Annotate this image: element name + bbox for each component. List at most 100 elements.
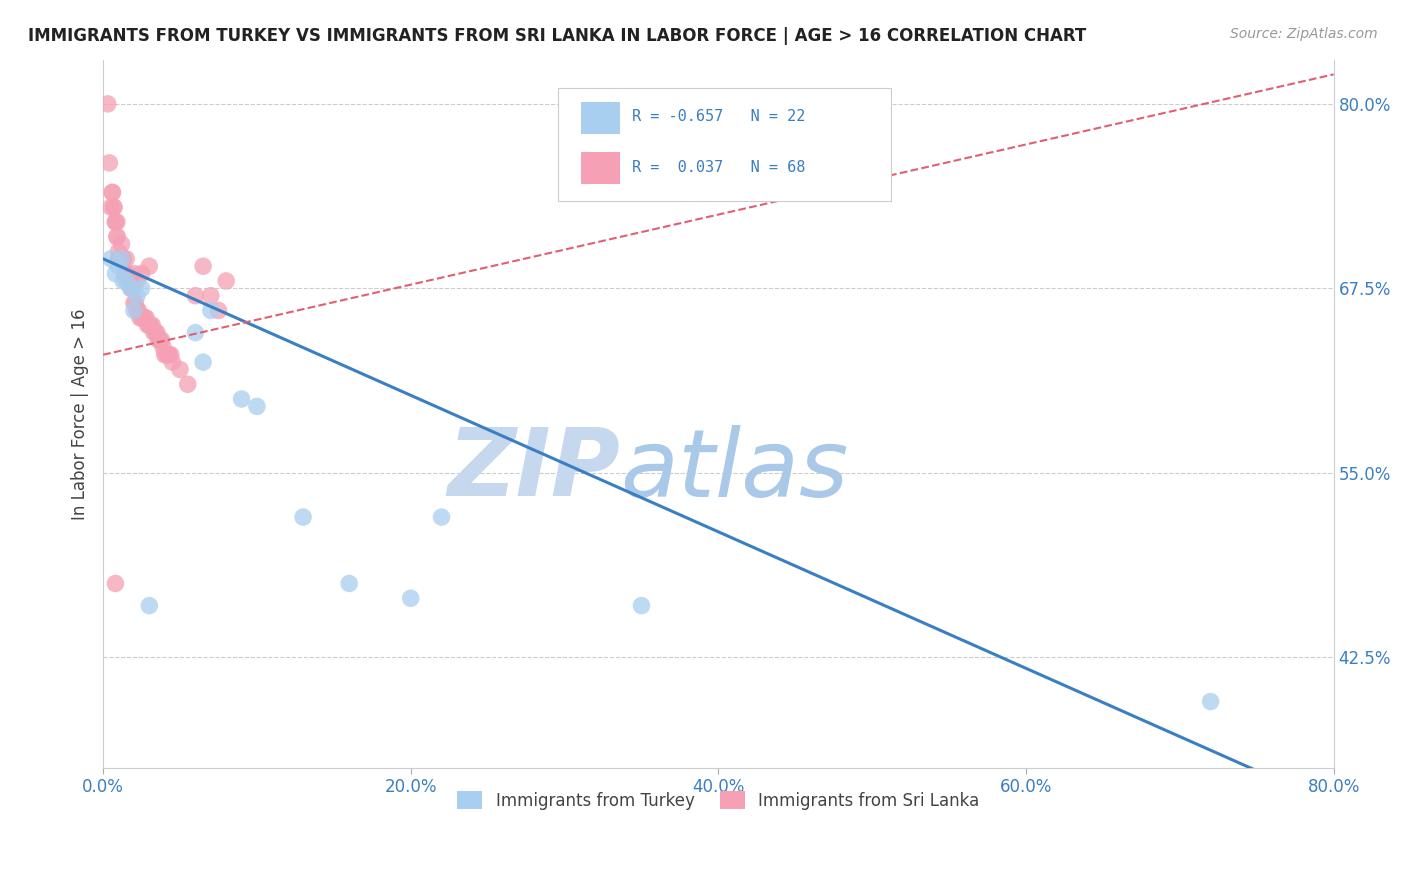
Point	[149, 333, 172, 347]
Point	[101, 186, 124, 200]
Point	[184, 326, 207, 340]
Point	[138, 318, 160, 333]
Point	[104, 267, 127, 281]
Point	[430, 510, 453, 524]
Point	[100, 200, 122, 214]
Point	[122, 303, 145, 318]
Point	[153, 348, 176, 362]
Point	[115, 252, 138, 266]
Point	[131, 267, 153, 281]
Point	[215, 274, 238, 288]
Point	[145, 326, 167, 340]
Text: IMMIGRANTS FROM TURKEY VS IMMIGRANTS FROM SRI LANKA IN LABOR FORCE | AGE > 16 CO: IMMIGRANTS FROM TURKEY VS IMMIGRANTS FRO…	[28, 27, 1087, 45]
Point	[112, 252, 135, 266]
Point	[115, 267, 138, 281]
Legend: Immigrants from Turkey, Immigrants from Sri Lanka: Immigrants from Turkey, Immigrants from …	[451, 785, 986, 816]
Point	[125, 274, 148, 288]
Point	[117, 274, 139, 288]
Point	[150, 333, 173, 347]
Point	[107, 259, 129, 273]
Point	[107, 252, 129, 266]
Point	[169, 362, 191, 376]
Point	[191, 355, 214, 369]
Point	[110, 237, 132, 252]
Point	[155, 348, 177, 362]
Point	[110, 252, 132, 266]
Point	[124, 296, 146, 310]
Point	[105, 229, 128, 244]
Text: ZIP: ZIP	[447, 425, 620, 516]
Point	[100, 252, 122, 266]
Text: R =  0.037   N = 68: R = 0.037 N = 68	[633, 160, 806, 175]
Point	[115, 274, 138, 288]
Point	[231, 392, 253, 406]
Point	[630, 599, 652, 613]
Point	[246, 400, 269, 414]
Point	[159, 348, 181, 362]
Point	[98, 156, 121, 170]
Point	[135, 310, 157, 325]
Point	[141, 318, 163, 333]
Point	[134, 310, 156, 325]
Point	[152, 340, 174, 354]
Point	[191, 259, 214, 273]
Point	[108, 252, 131, 266]
Point	[125, 289, 148, 303]
Point	[107, 252, 129, 266]
Point	[337, 576, 360, 591]
Point	[103, 200, 125, 214]
Point	[97, 96, 120, 111]
Point	[142, 326, 165, 340]
Point	[104, 215, 127, 229]
Point	[110, 252, 132, 266]
Point	[131, 310, 153, 325]
Point	[104, 576, 127, 591]
Point	[117, 267, 139, 281]
Point	[120, 281, 142, 295]
Point	[138, 259, 160, 273]
Point	[105, 229, 128, 244]
Point	[120, 274, 142, 288]
Y-axis label: In Labor Force | Age > 16: In Labor Force | Age > 16	[72, 308, 89, 519]
Point	[108, 252, 131, 266]
Text: R = -0.657   N = 22: R = -0.657 N = 22	[633, 109, 806, 124]
Point	[292, 510, 315, 524]
Point	[132, 310, 155, 325]
Point	[184, 289, 207, 303]
Point	[138, 599, 160, 613]
Point	[103, 200, 125, 214]
Point	[118, 274, 141, 288]
Point	[139, 318, 162, 333]
Point	[131, 281, 153, 295]
Point	[101, 186, 124, 200]
Point	[162, 355, 184, 369]
Point	[157, 348, 180, 362]
Point	[121, 281, 143, 295]
Point	[104, 215, 127, 229]
Point	[156, 348, 179, 362]
Point	[207, 303, 229, 318]
Point	[177, 377, 200, 392]
Point	[136, 318, 159, 333]
Point	[200, 303, 222, 318]
Point	[122, 296, 145, 310]
Point	[122, 267, 145, 281]
Bar	[581, 152, 620, 184]
Point	[114, 267, 136, 281]
Point	[129, 310, 152, 325]
Point	[112, 252, 135, 266]
Point	[105, 215, 128, 229]
Bar	[581, 102, 620, 134]
Point	[120, 281, 142, 295]
Point	[112, 274, 135, 288]
FancyBboxPatch shape	[558, 88, 890, 202]
Point	[125, 303, 148, 318]
Point	[128, 303, 150, 318]
Text: atlas: atlas	[620, 425, 848, 516]
Point	[146, 326, 169, 340]
Point	[1199, 694, 1222, 708]
Point	[200, 289, 222, 303]
Text: Source: ZipAtlas.com: Source: ZipAtlas.com	[1230, 27, 1378, 41]
Point	[399, 591, 422, 606]
Point	[107, 244, 129, 259]
